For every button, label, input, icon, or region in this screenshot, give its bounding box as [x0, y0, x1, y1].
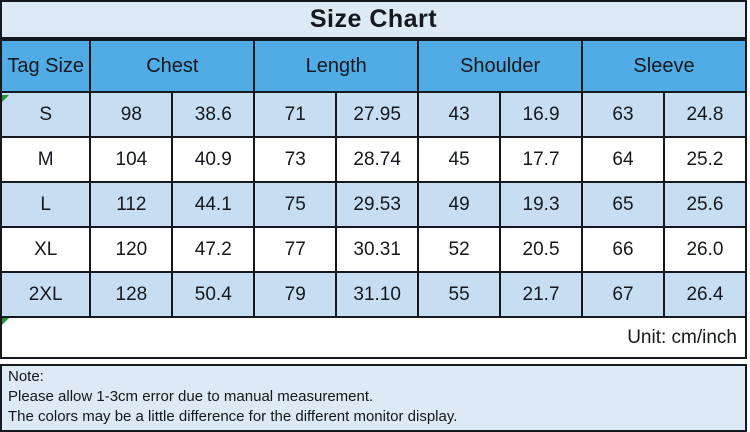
- cell-value: 73: [253, 136, 338, 183]
- note-line-1: Please allow 1-3cm error due to manual m…: [8, 388, 374, 405]
- size-label: XL: [0, 226, 92, 273]
- green-corner-marker-icon: [2, 318, 9, 325]
- cell-value: 128: [89, 271, 174, 318]
- cell-value: 24.8: [662, 91, 748, 138]
- cell-value: 112: [89, 181, 174, 228]
- cell-value: 25.6: [662, 181, 748, 228]
- col-header-sleeve: Sleeve: [581, 39, 747, 93]
- cell-value: 67: [581, 271, 665, 318]
- cell-value: 26.4: [662, 271, 748, 318]
- cell-value: 20.5: [499, 226, 584, 273]
- cell-value: 21.7: [499, 271, 584, 318]
- cell-value: 43: [417, 91, 502, 138]
- table-row: L 112 44.1 75 29.53 49 19.3 65 25.6: [0, 181, 748, 228]
- cell-value: 63: [581, 91, 665, 138]
- cell-value: 28.74: [335, 136, 420, 183]
- cell-value: 25.2: [662, 136, 748, 183]
- note-line-2: The colors may be a little difference fo…: [8, 408, 458, 425]
- cell-value: 26.0: [662, 226, 748, 273]
- cell-value: 30.31: [335, 226, 420, 273]
- cell-value: 55: [417, 271, 502, 318]
- col-header-tag-size: Tag Size: [0, 39, 92, 93]
- col-header-length: Length: [253, 39, 420, 93]
- green-corner-marker-icon: [2, 95, 9, 102]
- note-box: Note: Please allow 1-3cm error due to ma…: [0, 364, 747, 432]
- table-header-row: Tag Size Chest Length Shoulder Sleeve: [0, 39, 747, 93]
- cell-value: 27.95: [335, 91, 420, 138]
- cell-value: 45: [417, 136, 502, 183]
- cell-value: 38.6: [171, 91, 256, 138]
- cell-value: 47.2: [171, 226, 256, 273]
- cell-value: 64: [581, 136, 665, 183]
- cell-value: 16.9: [499, 91, 584, 138]
- size-label: 2XL: [0, 271, 92, 318]
- cell-value: 79: [253, 271, 338, 318]
- cell-value: 77: [253, 226, 338, 273]
- cell-value: 49: [417, 181, 502, 228]
- cell-value: 120: [89, 226, 174, 273]
- cell-value: 40.9: [171, 136, 256, 183]
- col-header-chest: Chest: [89, 39, 256, 93]
- cell-value: 44.1: [171, 181, 256, 228]
- cell-value: 50.4: [171, 271, 256, 318]
- table-row: 2XL 128 50.4 79 31.10 55 21.7 67 26.4: [0, 271, 748, 318]
- page-title: Size Chart: [0, 0, 747, 39]
- cell-value: 29.53: [335, 181, 420, 228]
- cell-value: 75: [253, 181, 338, 228]
- cell-value: 65: [581, 181, 665, 228]
- cell-value: 66: [581, 226, 665, 273]
- size-table: Tag Size Chest Length Shoulder Sleeve S …: [0, 39, 748, 359]
- table-row: M 104 40.9 73 28.74 45 17.7 64 25.2: [0, 136, 748, 183]
- cell-value: 31.10: [335, 271, 420, 318]
- cell-value: 71: [253, 91, 338, 138]
- table-row: XL 120 47.2 77 30.31 52 20.5 66 26.0: [0, 226, 748, 273]
- size-label: L: [0, 181, 92, 228]
- note-heading: Note:: [8, 368, 44, 385]
- unit-label: Unit: cm/inch: [0, 316, 747, 359]
- cell-value: 19.3: [499, 181, 584, 228]
- cell-value: 104: [89, 136, 174, 183]
- size-label: S: [0, 91, 92, 138]
- cell-value: 17.7: [499, 136, 584, 183]
- cell-value: 52: [417, 226, 502, 273]
- cell-value: 98: [89, 91, 174, 138]
- table-row: S 98 38.6 71 27.95 43 16.9 63 24.8: [0, 91, 748, 138]
- size-label: M: [0, 136, 92, 183]
- col-header-shoulder: Shoulder: [417, 39, 584, 93]
- unit-row: Unit: cm/inch: [0, 316, 747, 359]
